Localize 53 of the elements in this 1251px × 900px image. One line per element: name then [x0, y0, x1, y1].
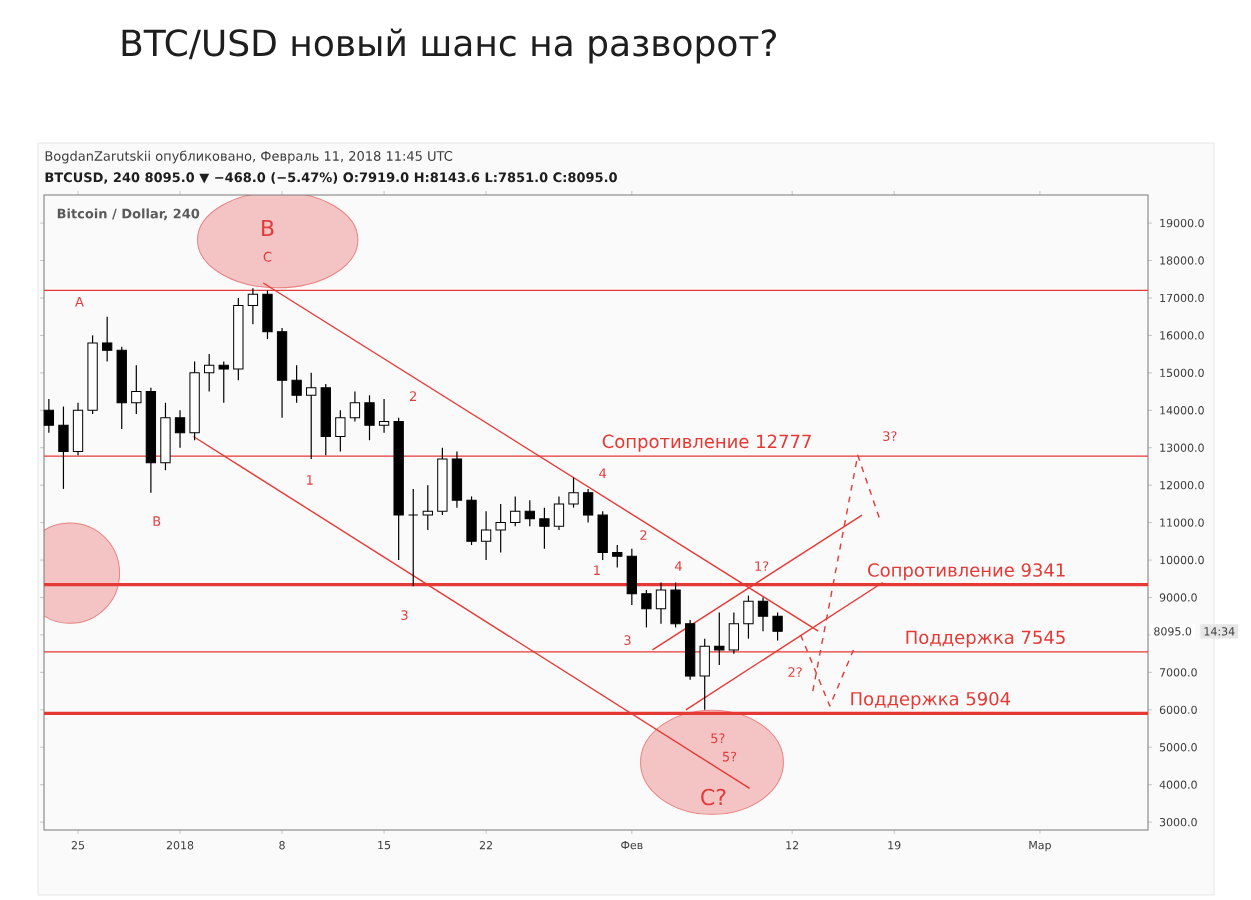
annotation: 1 [594, 565, 600, 575]
y-tick-label: 19000.0 [1160, 218, 1204, 228]
annotation: 3? [883, 431, 897, 442]
annotation: C? [701, 788, 726, 806]
text: 8095.0 [1154, 627, 1192, 636]
ref-line-label: Сопротивление 9341 [868, 563, 1065, 581]
y-tick-label: 5000.0 [1159, 743, 1197, 752]
y-tick-label: 9000.0 [1159, 593, 1197, 602]
annotation: 5? [722, 751, 737, 762]
annotation: Bitcoin / Dollar, 240 [57, 208, 200, 221]
y-tick-label: 11000.0 [1160, 518, 1204, 527]
text: BTCUSD, 240 8095.0 ▼ −468.0 (−5.47%) O:7919.0 H:8143.6 L:7851.0 C:8095.0 [45, 172, 617, 184]
y-tick-label: 6000.0 [1159, 705, 1197, 714]
annotation: 1 [307, 475, 313, 485]
annotation: 1? [755, 561, 769, 571]
x-tick-label: 8 [279, 841, 285, 850]
annotation: 3 [401, 610, 408, 620]
annotation: 5? [711, 733, 725, 744]
y-tick-label: 4000.0 [1159, 780, 1197, 789]
ref-line-label: Поддержка 5904 [851, 691, 1011, 709]
y-tick-label: 3000.0 [1159, 817, 1197, 827]
y-tick-label: 17000.0 [1160, 293, 1204, 303]
x-tick-label: Фев [621, 841, 643, 850]
annotation: 4 [599, 468, 607, 478]
x-tick-label: 22 [479, 841, 492, 850]
y-tick-label: 13000.0 [1160, 443, 1204, 452]
annotation: 2? [788, 667, 802, 677]
annotation: 2 [410, 391, 417, 401]
x-tick-label: 25 [71, 841, 85, 850]
x-tick-label: Мар [1029, 841, 1051, 852]
annotation: 3 [624, 635, 631, 646]
x-tick-label: 15 [378, 841, 391, 850]
annotation: 2 [640, 530, 647, 540]
y-tick-label: 10000.0 [1160, 555, 1204, 565]
x-tick-label: 12 [786, 841, 799, 850]
text: 14:34 [1204, 627, 1235, 636]
y-tick-label: 18000.0 [1160, 256, 1204, 265]
y-tick-label: 14000.0 [1160, 406, 1204, 415]
annotation: B [262, 219, 274, 236]
y-tick-label: 15000.0 [1160, 368, 1204, 377]
chart-subtitle: BogdanZarutskii опубликовано, Февраль 11, 2018 11:45 UTC [45, 150, 453, 164]
annotation: C [263, 251, 272, 262]
annotation: A [75, 296, 84, 307]
chart-title: BTC/USD новый шанс на разворот? [122, 28, 776, 64]
annotation: B [153, 516, 161, 526]
x-tick-label: 2018 [166, 841, 194, 850]
x-tick-label: 19 [888, 841, 901, 850]
ref-line-label: Поддержка 7545 [906, 630, 1065, 648]
annotation: 4 [674, 561, 682, 571]
y-tick-label: 12000.0 [1160, 480, 1204, 490]
y-tick-label: 16000.0 [1160, 331, 1204, 340]
y-tick-label: 7000.0 [1159, 668, 1197, 677]
ref-line-label: Сопротивление 12777 [602, 434, 811, 452]
